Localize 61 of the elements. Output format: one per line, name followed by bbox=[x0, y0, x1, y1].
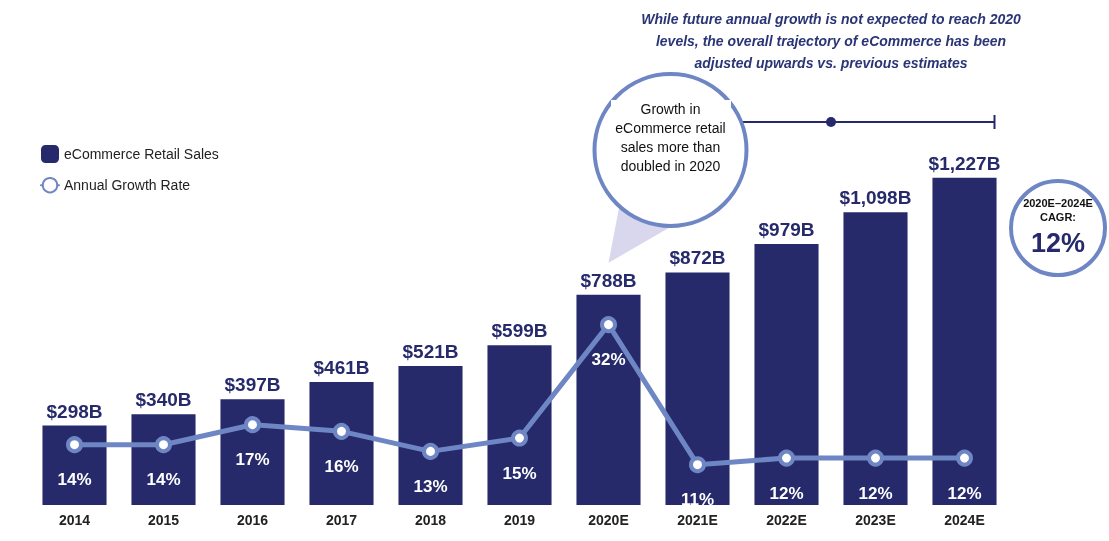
bar bbox=[398, 366, 463, 505]
data-label: $1,227B bbox=[928, 152, 1001, 174]
data-label: 16% bbox=[324, 456, 359, 476]
data-label: $461B bbox=[313, 357, 370, 379]
x-tick-label: 2018 bbox=[414, 512, 447, 528]
x-tick-label: 2021E bbox=[677, 512, 718, 528]
point bbox=[867, 449, 884, 467]
data-label: 12% bbox=[769, 483, 804, 503]
x-tick-label: 2020E bbox=[588, 512, 629, 528]
legend-label: Annual Growth Rate bbox=[64, 177, 191, 194]
text: Growth in eCommerce retail sales more than doubled in 2020 bbox=[610, 100, 731, 176]
text: 2020E–2024E CAGR: bbox=[1022, 196, 1094, 224]
point bbox=[333, 422, 350, 440]
bar bbox=[487, 345, 552, 505]
point bbox=[244, 416, 261, 434]
data-label: 11% bbox=[680, 490, 715, 510]
bar bbox=[576, 294, 641, 505]
x-tick-label: 2017 bbox=[325, 512, 358, 528]
data-label: $979B bbox=[758, 218, 815, 240]
data-label: $340B bbox=[135, 389, 192, 411]
text: While future annual growth is not expected to reach 2020 levels, the overall trajectory of eCommerce has been adjusted upwards vs. previous estimates bbox=[640, 10, 1022, 73]
data-label: 14% bbox=[57, 470, 92, 490]
point bbox=[155, 436, 172, 454]
bar bbox=[932, 177, 997, 505]
data-label: 32% bbox=[591, 350, 626, 370]
point bbox=[66, 436, 83, 454]
bar bbox=[220, 399, 285, 505]
x-tick-label: 2019 bbox=[503, 512, 536, 528]
bar bbox=[309, 382, 374, 505]
x-tick-label: 2023E bbox=[855, 512, 896, 528]
text: 12% bbox=[1029, 228, 1086, 259]
data-label: 15% bbox=[502, 463, 537, 483]
data-label: $872B bbox=[669, 247, 726, 269]
bar bbox=[42, 425, 107, 505]
bar bbox=[131, 414, 196, 505]
point bbox=[422, 442, 439, 460]
x-tick-label: 2022E bbox=[766, 512, 807, 528]
data-label: $397B bbox=[224, 374, 281, 396]
data-label: $521B bbox=[402, 341, 459, 363]
point bbox=[511, 429, 528, 447]
data-label: 17% bbox=[235, 450, 270, 470]
point bbox=[689, 456, 706, 474]
x-tick-label: 2024E bbox=[944, 512, 985, 528]
point bbox=[778, 449, 795, 467]
bar bbox=[665, 272, 730, 505]
data-label: $298B bbox=[46, 400, 103, 422]
data-label: 12% bbox=[947, 483, 982, 503]
x-tick-label: 2015 bbox=[147, 512, 180, 528]
point bbox=[600, 316, 617, 334]
bar bbox=[754, 243, 819, 505]
data-label: $1,098B bbox=[839, 187, 912, 209]
data-label: $788B bbox=[580, 269, 637, 291]
legend-label: eCommerce Retail Sales bbox=[64, 146, 219, 162]
x-tick-label: 2014 bbox=[58, 512, 91, 528]
x-tick-label: 2016 bbox=[236, 512, 269, 528]
point bbox=[956, 449, 973, 467]
data-label: 13% bbox=[413, 476, 448, 496]
bar bbox=[843, 212, 908, 505]
data-label: 14% bbox=[146, 470, 181, 490]
data-label: $599B bbox=[491, 320, 548, 342]
data-label: 12% bbox=[858, 483, 893, 503]
